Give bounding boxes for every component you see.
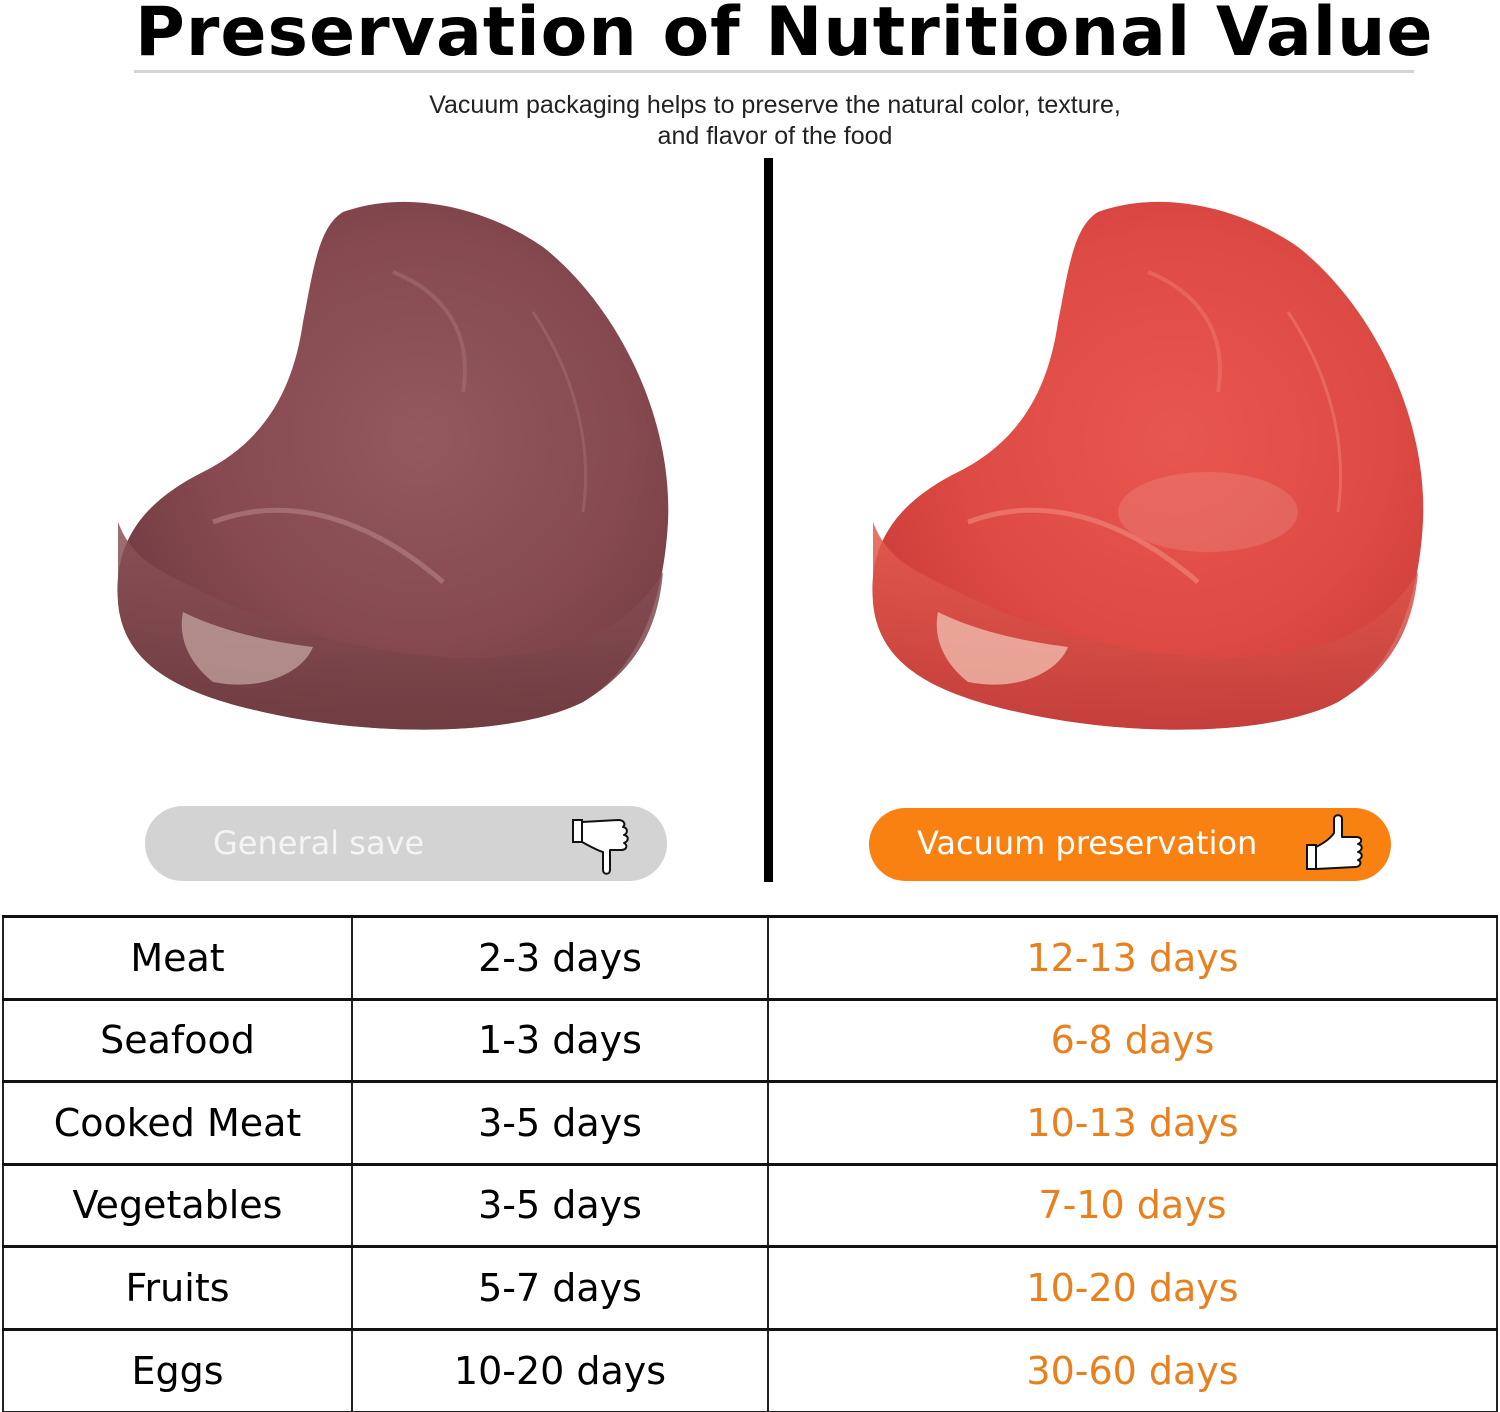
title-underline — [134, 70, 1414, 73]
table-row: Fruits 5-7 days 10-20 days — [2, 1245, 1498, 1330]
vacuum-cell: 10-20 days — [767, 1245, 1498, 1330]
food-cell: Eggs — [2, 1328, 353, 1412]
vacuum-preservation-steak-image — [868, 192, 1433, 732]
storage-duration-table: Meat 2-3 days 12-13 days Seafood 1-3 day… — [2, 915, 1498, 1412]
food-cell: Seafood — [2, 998, 353, 1083]
vacuum-preservation-label: Vacuum preservation — [917, 824, 1258, 862]
general-save-cell: 2-3 days — [351, 915, 769, 1000]
food-cell: Vegetables — [2, 1163, 353, 1248]
table-row: Meat 2-3 days 12-13 days — [2, 915, 1498, 1000]
food-cell: Cooked Meat — [2, 1080, 353, 1165]
general-save-steak-image — [113, 192, 678, 732]
page-title: Preservation of Nutritional Value — [135, 0, 1434, 72]
subtitle-line-1: Vacuum packaging helps to preserve the n… — [429, 91, 1121, 119]
table-row: Vegetables 3-5 days 7-10 days — [2, 1163, 1498, 1248]
comparison-divider — [764, 158, 773, 882]
vacuum-cell: 30-60 days — [767, 1328, 1498, 1412]
page-subtitle: Vacuum packaging helps to preserve the n… — [300, 90, 1250, 152]
table-row: Seafood 1-3 days 6-8 days — [2, 998, 1498, 1083]
vacuum-cell: 6-8 days — [767, 998, 1498, 1083]
general-save-cell: 1-3 days — [351, 998, 769, 1083]
thumbs-up-icon — [1304, 811, 1370, 877]
table-row: Eggs 10-20 days 30-60 days — [2, 1328, 1498, 1412]
general-save-cell: 3-5 days — [351, 1080, 769, 1165]
food-cell: Meat — [2, 915, 353, 1000]
vacuum-cell: 12-13 days — [767, 915, 1498, 1000]
subtitle-line-2: and flavor of the food — [657, 122, 893, 150]
general-save-label: General save — [213, 824, 425, 862]
general-save-cell: 5-7 days — [351, 1245, 769, 1330]
table-row: Cooked Meat 3-5 days 10-13 days — [2, 1080, 1498, 1165]
food-cell: Fruits — [2, 1245, 353, 1330]
general-save-badge: General save — [145, 806, 667, 881]
thumbs-down-icon — [570, 812, 636, 878]
vacuum-preservation-badge: Vacuum preservation — [869, 808, 1391, 881]
general-save-cell: 3-5 days — [351, 1163, 769, 1248]
vacuum-cell: 7-10 days — [767, 1163, 1498, 1248]
vacuum-cell: 10-13 days — [767, 1080, 1498, 1165]
general-save-cell: 10-20 days — [351, 1328, 769, 1412]
